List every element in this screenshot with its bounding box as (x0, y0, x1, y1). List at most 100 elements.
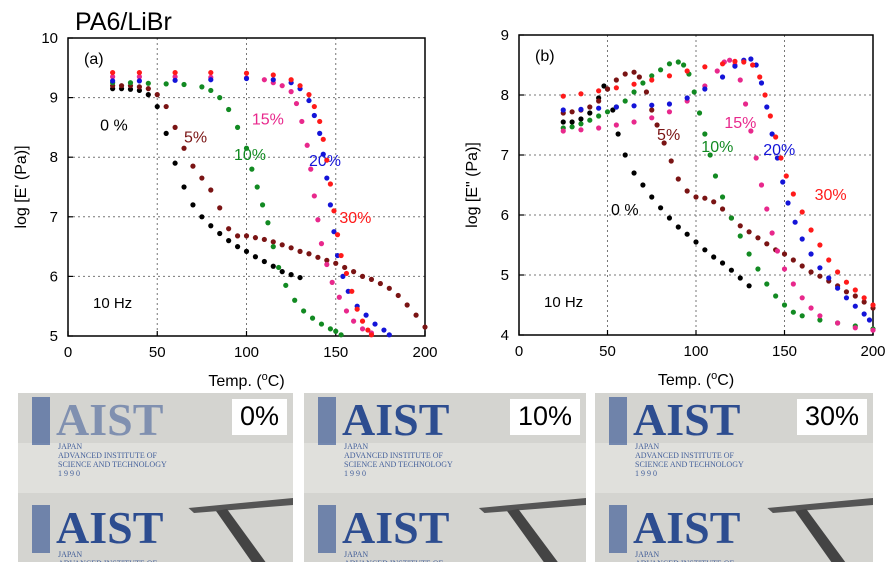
data-point (324, 261, 330, 268)
data-point (118, 83, 125, 89)
svg-text:JAPAN: JAPAN (344, 442, 368, 451)
data-point (870, 302, 876, 308)
data-point (320, 151, 326, 157)
data-point (631, 89, 637, 95)
data-point (658, 205, 664, 211)
data-point (311, 103, 317, 110)
y-tick-label: 5 (50, 328, 58, 345)
data-point (359, 273, 366, 279)
data-point (835, 285, 841, 291)
data-point (826, 275, 832, 281)
series-30-pct (560, 58, 876, 308)
data-point (172, 77, 178, 83)
data-point (773, 134, 779, 140)
data-point (613, 77, 619, 83)
x-tick-label: 0 (515, 343, 523, 360)
data-point (758, 182, 765, 188)
data-point (234, 124, 241, 130)
data-point (719, 194, 726, 200)
data-point (334, 252, 341, 259)
data-point (365, 327, 371, 333)
data-point (333, 328, 339, 334)
data-point (702, 86, 708, 92)
y-tick-label: 7 (50, 209, 58, 226)
data-point (649, 194, 655, 200)
figure-title: PA6/LiBr (75, 8, 172, 36)
x-tick-label: 150 (323, 344, 348, 361)
data-point (226, 238, 232, 244)
data-point (773, 293, 779, 299)
svg-text:JAPAN: JAPAN (58, 442, 82, 451)
data-point (757, 74, 763, 80)
series-label: 5% (657, 127, 680, 144)
data-point (199, 84, 205, 90)
y-tick-label: 6 (50, 268, 58, 285)
data-point (622, 152, 628, 158)
svg-text:AIST: AIST (56, 502, 163, 553)
data-point (578, 127, 584, 133)
data-point (622, 98, 628, 104)
data-point (684, 68, 690, 74)
data-point (737, 77, 743, 83)
x-tick-label: 100 (683, 343, 708, 360)
data-point (226, 106, 232, 113)
data-point (693, 194, 699, 200)
data-point (234, 233, 241, 239)
panel-label: (b) (535, 48, 555, 65)
data-point (843, 279, 850, 285)
data-point (199, 214, 205, 220)
data-point (852, 287, 858, 293)
data-point (293, 100, 300, 107)
data-point (780, 179, 786, 185)
data-point (755, 266, 761, 272)
data-point (359, 318, 366, 324)
series-label: 10% (701, 139, 733, 156)
data-point (742, 101, 749, 107)
data-point (728, 267, 735, 273)
data-point (758, 80, 765, 86)
data-point (870, 327, 876, 333)
data-point (359, 326, 366, 332)
data-point (578, 121, 584, 127)
data-point (719, 74, 726, 80)
data-point (799, 263, 805, 269)
svg-text:AIST: AIST (342, 394, 449, 445)
data-point (569, 109, 575, 115)
data-point (243, 248, 250, 254)
data-point (110, 69, 116, 76)
data-point (315, 217, 321, 223)
data-point (569, 124, 575, 130)
data-point (852, 293, 858, 299)
svg-text:AIST: AIST (56, 394, 163, 445)
data-point (750, 62, 756, 68)
data-point (154, 103, 160, 110)
data-point (324, 157, 330, 163)
data-point (333, 260, 339, 266)
data-point (835, 320, 841, 326)
data-point (631, 119, 637, 125)
data-point (861, 295, 867, 301)
data-point (422, 324, 428, 330)
data-point (306, 92, 312, 98)
data-point (163, 103, 169, 110)
data-point (279, 269, 285, 275)
data-point (783, 173, 789, 179)
data-point (320, 136, 326, 142)
data-point (767, 113, 773, 119)
data-point (270, 244, 276, 250)
svg-text:AIST: AIST (633, 394, 740, 445)
data-point (578, 116, 584, 122)
data-point (276, 264, 282, 271)
data-point (315, 254, 321, 260)
data-point (372, 321, 378, 327)
data-point (753, 155, 759, 161)
data-point (666, 109, 673, 115)
data-point (666, 215, 673, 221)
data-point (172, 124, 178, 130)
data-point (329, 279, 335, 285)
data-point (297, 83, 303, 89)
data-point (799, 313, 805, 319)
data-point (792, 219, 798, 225)
data-point (640, 182, 646, 188)
data-point (395, 292, 401, 299)
